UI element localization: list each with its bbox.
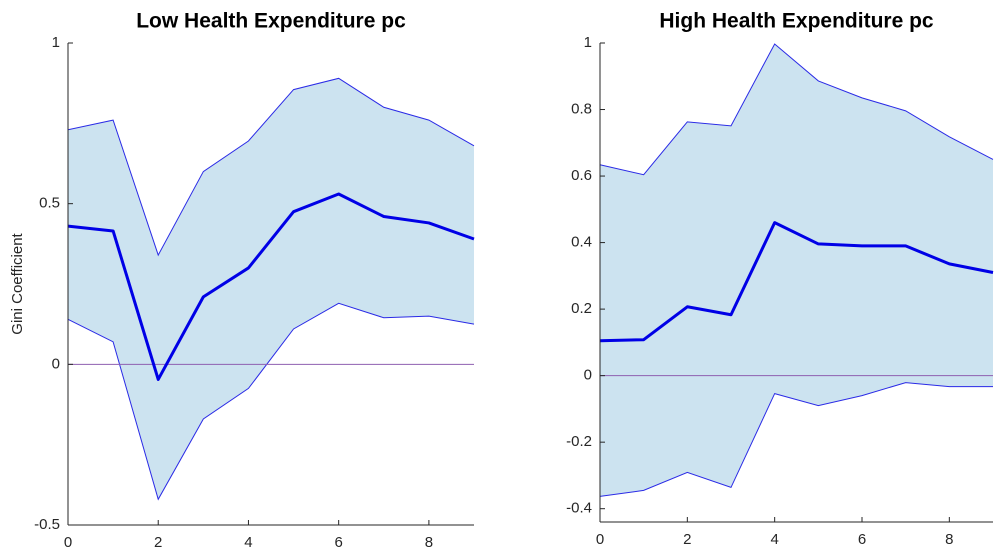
response-line bbox=[67, 192, 475, 381]
x-tick-label: 6 bbox=[858, 531, 866, 548]
y-tick-label: 0 bbox=[52, 355, 60, 372]
y-tick-label: -0.4 bbox=[566, 500, 592, 517]
band-lower-edge bbox=[599, 382, 993, 497]
y-tick-label: 0.6 bbox=[571, 167, 592, 184]
x-tick-label: 6 bbox=[334, 534, 342, 551]
x-tick-label: 2 bbox=[154, 534, 162, 551]
chart-title: Low Health Expenditure pc bbox=[136, 10, 406, 33]
band-upper-edge bbox=[67, 77, 475, 257]
x-tick-label: 2 bbox=[683, 531, 691, 548]
x-tick-label: 8 bbox=[945, 531, 953, 548]
x-tick-label: 4 bbox=[770, 531, 778, 548]
band-upper-edge bbox=[599, 43, 994, 176]
y-tick-label: 0.4 bbox=[571, 234, 592, 251]
x-tick-label: 0 bbox=[64, 534, 72, 551]
y-axis-label: Gini Coefficient bbox=[9, 232, 26, 334]
response-line bbox=[599, 221, 994, 343]
y-tick-label: 1 bbox=[52, 34, 60, 51]
y-tick-label: -0.2 bbox=[566, 433, 592, 450]
y-tick-label: 0.5 bbox=[39, 195, 60, 212]
band-lower-edge bbox=[67, 302, 475, 501]
chart-title: High Health Expenditure pc bbox=[659, 10, 934, 33]
confidence-band bbox=[600, 43, 993, 497]
x-tick-label: 0 bbox=[596, 531, 604, 548]
x-tick-label: 8 bbox=[425, 534, 433, 551]
confidence-band bbox=[68, 78, 474, 500]
x-tick-label: 4 bbox=[244, 534, 252, 551]
y-tick-label: 0 bbox=[584, 367, 592, 384]
y-tick-label: 1 bbox=[584, 34, 592, 51]
y-tick-label: -0.5 bbox=[34, 516, 60, 533]
y-tick-label: 0.2 bbox=[571, 300, 592, 317]
y-tick-label: 0.8 bbox=[571, 100, 592, 117]
